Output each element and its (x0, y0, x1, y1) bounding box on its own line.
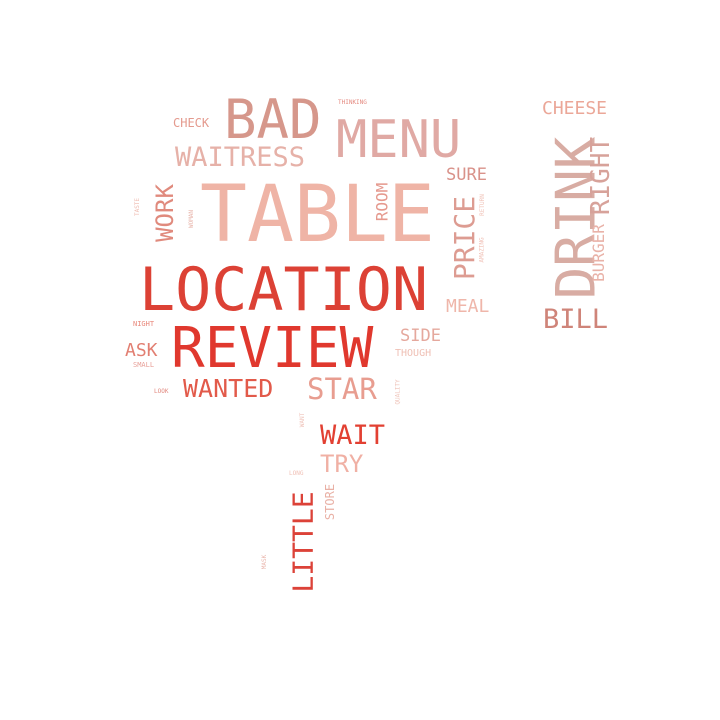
word-want: WANT (299, 412, 307, 428)
word-waitress: WAITRESS (175, 142, 306, 173)
word-price: PRICE (448, 195, 482, 281)
word-amazing: AMAZING (478, 237, 486, 263)
word-store: STORE (323, 483, 338, 521)
word-wait: WAIT (320, 420, 386, 451)
word-bill: BILL (543, 304, 609, 335)
word-table: TABLE (200, 170, 435, 260)
word-meal: MEAL (446, 296, 490, 317)
word-location: LOCATION (139, 255, 428, 325)
word-cheese: CHEESE (542, 98, 608, 119)
word-room: ROOM (372, 182, 392, 222)
word-taste: TASTE (134, 197, 142, 217)
word-return: RETURN (478, 194, 486, 216)
word-long: LONG (289, 470, 304, 477)
word-try: TRY (320, 450, 364, 478)
word-right: RIGHT (586, 136, 617, 216)
word-though: THOUGH (395, 348, 432, 359)
word-side: SIDE (400, 326, 441, 346)
word-mask: MASK (261, 554, 269, 570)
word-check: CHECK (173, 116, 210, 130)
word-ask: ASK (125, 340, 158, 361)
word-work: WORK (150, 184, 179, 242)
word-thinking: THINKING (338, 99, 367, 106)
word-woman: WOMAN (188, 209, 196, 229)
word-burger: BURGER (588, 224, 608, 282)
word-bad: BAD (224, 88, 322, 151)
word-star: STAR (307, 372, 377, 406)
word-review: REVIEW (171, 316, 374, 381)
word-night: NIGHT (133, 320, 155, 328)
word-menu: MENU (336, 110, 462, 170)
word-look: LOOK (154, 388, 169, 395)
word-quality: QUALITY (394, 379, 402, 405)
word-small: SMALL (133, 361, 155, 369)
word-sure: SURE (446, 165, 487, 185)
word-wanted: WANTED (183, 374, 274, 403)
word-little: LITTLE (286, 491, 320, 593)
